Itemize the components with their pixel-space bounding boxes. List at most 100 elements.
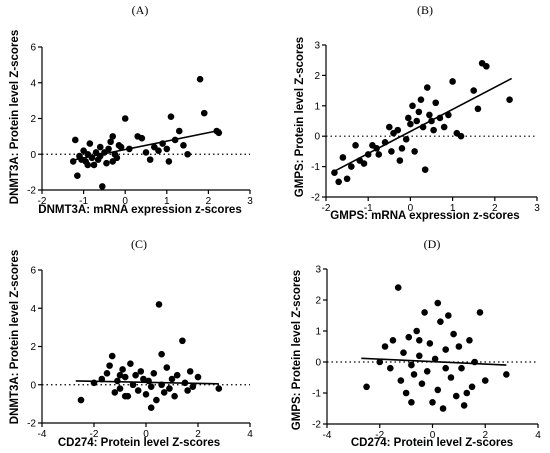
panel-a-data-point — [90, 161, 98, 169]
panel-d-data-point — [439, 405, 447, 412]
panel-a-data-point — [107, 138, 114, 146]
panel-a-x-tick-label: 2 — [206, 196, 212, 207]
panel-c-y-tick-label: 4 — [30, 304, 36, 315]
panel-d-x-tick-label: 2 — [482, 430, 488, 441]
panel-a-data-point — [105, 145, 112, 153]
panel-d-data-point — [445, 312, 452, 319]
panel-d-data-point — [423, 368, 431, 375]
panel-d-data-point — [408, 399, 415, 406]
panel-b-data-point — [386, 123, 393, 131]
panel-c-data-point — [166, 385, 173, 392]
panel-d-data-point — [408, 361, 415, 369]
panel-d-data-point — [400, 349, 407, 357]
panel-c-data-point — [160, 389, 168, 396]
panel-d-data-point — [476, 309, 484, 316]
panel-a-data-point — [165, 158, 173, 165]
panel-c-x-tick-label: 4 — [247, 429, 253, 440]
panel-c-data-point — [215, 385, 223, 392]
panel-d-trend-line — [361, 357, 507, 366]
panel-a-x-tick-label: 0 — [122, 196, 128, 207]
panel-d-data-point — [387, 364, 394, 372]
panel-c-data-point — [163, 364, 171, 371]
panel-c-data-point — [121, 373, 129, 381]
panel-d-y-tick-label: -1 — [312, 389, 321, 400]
panel-b-x-tick-label: 0 — [408, 203, 414, 214]
panel-b-data-point — [411, 148, 418, 155]
panel-b-data-point — [415, 108, 423, 116]
panel-d-data-point — [447, 374, 455, 381]
panel-d-data-point — [405, 333, 413, 341]
panel-b-data-point — [440, 123, 448, 131]
panel-b-data-point — [423, 84, 431, 91]
panel-a-data-point — [180, 142, 187, 149]
panel-b-data-point — [474, 105, 482, 113]
panel-c-y-tick-label: 6 — [30, 266, 36, 277]
panel-b-y-tick-label: 1 — [314, 101, 320, 112]
panel-c-y-tick-label: 2 — [30, 342, 36, 353]
panel-d-data-point — [426, 340, 434, 347]
panel-b-data-point — [506, 96, 513, 104]
panel-b-data-point — [432, 99, 440, 107]
panel-c-data-point — [150, 369, 158, 377]
panel-a-data-point — [109, 133, 117, 140]
panel-c-data-point — [121, 392, 129, 400]
panel-b-data-point — [339, 154, 347, 161]
panel-c-data-point — [189, 383, 197, 390]
panel-c-data-point — [147, 383, 155, 390]
panel-c-data-point — [134, 387, 142, 394]
panel-a-trend-line — [75, 129, 222, 161]
panel-a-data-point — [96, 143, 104, 151]
panel-b-data-point — [394, 126, 402, 134]
panel-a-y-tick-label: 2 — [30, 114, 36, 125]
panel-b-data-point — [457, 132, 465, 140]
panel-a-data-point — [167, 113, 175, 121]
panel-d-data-point — [437, 318, 444, 326]
panel-d-data-point — [460, 402, 468, 409]
panel-c-data-point — [103, 369, 111, 377]
panel-a-data-point — [184, 150, 191, 158]
panel-b-data-point — [398, 145, 406, 152]
panel-c-title: (C) — [131, 237, 147, 251]
panel-d-y-tick-label: 0 — [315, 358, 321, 369]
panel-c-y-tick-label: -2 — [27, 419, 36, 430]
panel-d-data-point — [481, 377, 489, 384]
panel-d-y-tick-label: -2 — [312, 420, 321, 431]
panel-b-y-tick-label: 3 — [314, 41, 320, 52]
panel-c-scatter: (C) CD274: Protein level Z-scores DNMT3A… — [9, 237, 253, 449]
panel-a-data-point — [117, 143, 125, 151]
panel-c-data-point — [119, 366, 126, 373]
panel-d-scatter: (D) CD274: Protein level Z-scores GMPS: … — [291, 237, 541, 449]
panel-d-y-tick-label: 3 — [315, 265, 321, 276]
panel-b-data-point — [449, 78, 456, 85]
panel-c-data-point — [184, 387, 191, 394]
panel-a-data-point — [84, 161, 92, 169]
panel-b-data-point — [413, 117, 421, 125]
panel-c-x-tick-label: 2 — [195, 429, 201, 440]
panel-c-data-point — [129, 381, 137, 389]
panel-a-y-tick-label: 6 — [30, 43, 36, 54]
panel-b-trend-line — [334, 77, 513, 172]
panel-c-data-point — [137, 368, 145, 375]
panel-a-data-point — [155, 147, 162, 154]
panel-b-y-tick-label: 2 — [314, 71, 320, 82]
panel-b-data-point — [417, 96, 425, 104]
panel-b-data-point — [388, 148, 395, 155]
panel-b-x-tick-label: 2 — [492, 203, 498, 214]
panel-b-x-tick-label: 1 — [450, 203, 456, 214]
panel-c-data-point — [186, 368, 194, 375]
panel-a-title: (A) — [132, 3, 149, 17]
panel-a-data-point — [138, 134, 146, 142]
panel-c-y-tick-label: 0 — [30, 380, 36, 391]
panel-c-data-point — [140, 375, 147, 383]
panel-c-data-point — [173, 371, 181, 379]
panel-a-data-point — [71, 136, 79, 144]
panel-d-data-point — [421, 309, 428, 316]
panel-b-data-point — [407, 120, 414, 128]
panel-d-data-point — [442, 346, 449, 353]
panel-d-data-point — [431, 355, 439, 363]
panel-d-data-point — [397, 377, 405, 384]
panel-c-data-point — [168, 375, 176, 383]
panel-d-data-point — [413, 327, 420, 335]
panel-d-x-tick-label: 4 — [535, 430, 541, 441]
panel-d-data-point — [363, 383, 370, 391]
